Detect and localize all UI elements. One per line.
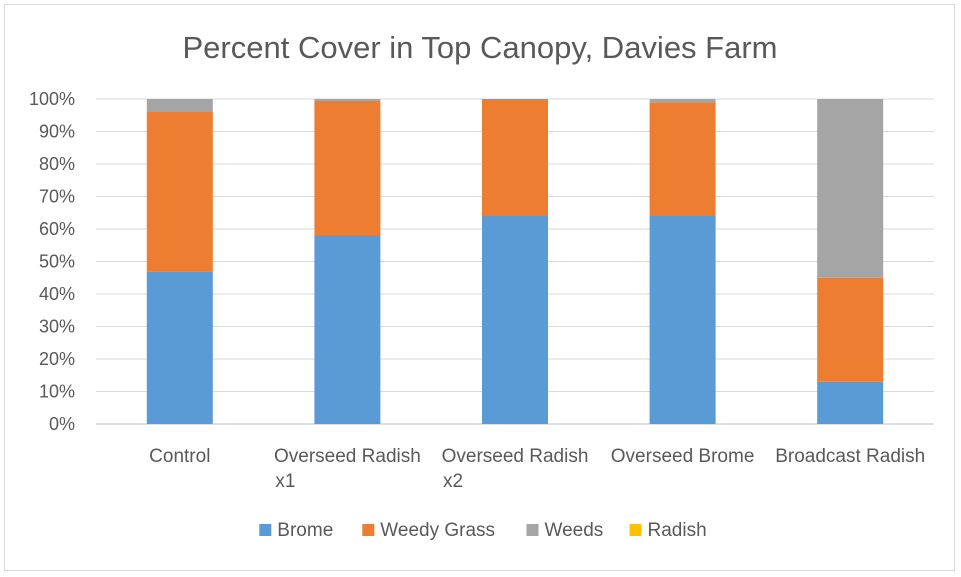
- bar-segment-brome: [649, 216, 716, 424]
- y-axis-ticks: 0% 10% 20% 30% 40% 50% 60% 70% 80% 90% 100%: [29, 89, 75, 434]
- bar-segment-weedy-grass: [649, 102, 716, 216]
- bar-segment-weedy-grass: [482, 99, 548, 216]
- bar-segment-brome: [314, 235, 381, 424]
- bar-segment-weeds: [817, 99, 884, 278]
- y-tick-label: 70%: [39, 187, 75, 207]
- bar-segment-brome: [482, 216, 548, 424]
- legend-label: Weedy Grass: [380, 520, 495, 541]
- bar-segment-weeds: [146, 99, 213, 112]
- x-category-label: Overseed Radish x2: [442, 446, 589, 492]
- y-tick-label: 100%: [29, 89, 75, 109]
- x-category-label: Overseed Brome: [611, 446, 755, 467]
- legend-label: Radish: [648, 520, 707, 541]
- bar-segment-weedy-grass: [314, 100, 381, 236]
- y-tick-label: 10%: [39, 382, 75, 402]
- y-tick-label: 0%: [49, 414, 75, 434]
- legend-swatch: [629, 524, 642, 536]
- legend-label: Brome: [277, 520, 333, 541]
- x-axis-categories: Control Overseed Radish x1 Overseed Radish x…: [149, 446, 925, 492]
- x-category-label: Broadcast Radish: [775, 446, 925, 467]
- bar-segment-weeds: [649, 99, 716, 103]
- bar-segment-weedy-grass: [146, 112, 213, 272]
- legend-swatch: [526, 524, 539, 536]
- bar-segment-brome: [817, 381, 884, 424]
- x-category-label: Overseed Radish x1: [274, 446, 421, 492]
- bar-segment-weedy-grass: [817, 277, 884, 382]
- y-tick-label: 90%: [39, 122, 75, 142]
- x-category-label: Control: [149, 446, 210, 467]
- y-tick-label: 80%: [39, 154, 75, 174]
- legend: Brome Weedy Grass Weeds Radish: [259, 520, 707, 541]
- legend-swatch: [362, 524, 375, 536]
- y-tick-label: 20%: [39, 349, 75, 369]
- y-tick-label: 60%: [39, 219, 75, 239]
- bar-segment-weeds: [314, 99, 381, 101]
- chart-title: Percent Cover in Top Canopy, Davies Farm: [183, 30, 778, 65]
- y-tick-label: 40%: [39, 284, 75, 304]
- bars: [146, 99, 884, 424]
- y-tick-label: 30%: [39, 317, 75, 337]
- legend-swatch: [259, 524, 272, 536]
- y-tick-label: 50%: [39, 252, 75, 272]
- legend-label: Weeds: [545, 520, 604, 541]
- bar-segment-brome: [146, 271, 213, 424]
